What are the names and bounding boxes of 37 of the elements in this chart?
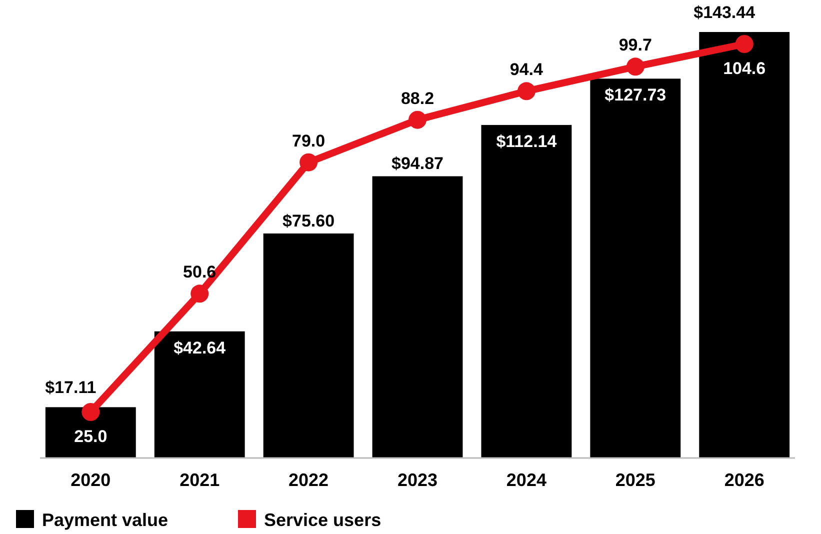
- data-label: 99.7: [618, 36, 652, 55]
- bar: [154, 331, 245, 458]
- data-label: 88.2: [400, 88, 434, 108]
- x-tick-label: 2020: [70, 470, 111, 490]
- data-label: $94.87: [392, 154, 444, 174]
- x-tick-label: 2024: [506, 470, 546, 490]
- point: [82, 403, 100, 421]
- bar: [481, 124, 572, 458]
- point: [626, 58, 644, 76]
- point: [190, 284, 209, 303]
- point: [735, 35, 754, 53]
- data-label: 104.6: [723, 59, 766, 78]
- legend-label: Service users: [264, 510, 382, 530]
- x-tick-label: 2026: [724, 470, 764, 490]
- data-label: 25.0: [74, 427, 108, 446]
- bar: [372, 176, 463, 458]
- legend-label: Payment value: [42, 510, 168, 530]
- x-tick-label: 2025: [615, 470, 656, 490]
- bar: [45, 407, 136, 458]
- data-label: $42.64: [174, 338, 226, 358]
- data-label: 94.4: [510, 60, 544, 80]
- data-label: 79.0: [292, 131, 326, 150]
- data-label: $127.73: [604, 86, 666, 105]
- x-tick-label: 2021: [180, 470, 220, 490]
- point: [408, 110, 426, 129]
- data-label: 50.6: [183, 262, 216, 282]
- x-tick-label: 2022: [288, 470, 329, 490]
- point: [517, 82, 536, 100]
- bar: [699, 32, 790, 458]
- data-label: $75.60: [282, 211, 335, 230]
- x-tick-label: 2023: [397, 470, 438, 490]
- data-label: $143.44: [694, 3, 756, 22]
- point: [300, 153, 318, 172]
- data-label: $112.14: [496, 132, 558, 151]
- data-label: $17.11: [45, 378, 96, 398]
- bar: [590, 78, 681, 458]
- bar: [263, 233, 354, 458]
